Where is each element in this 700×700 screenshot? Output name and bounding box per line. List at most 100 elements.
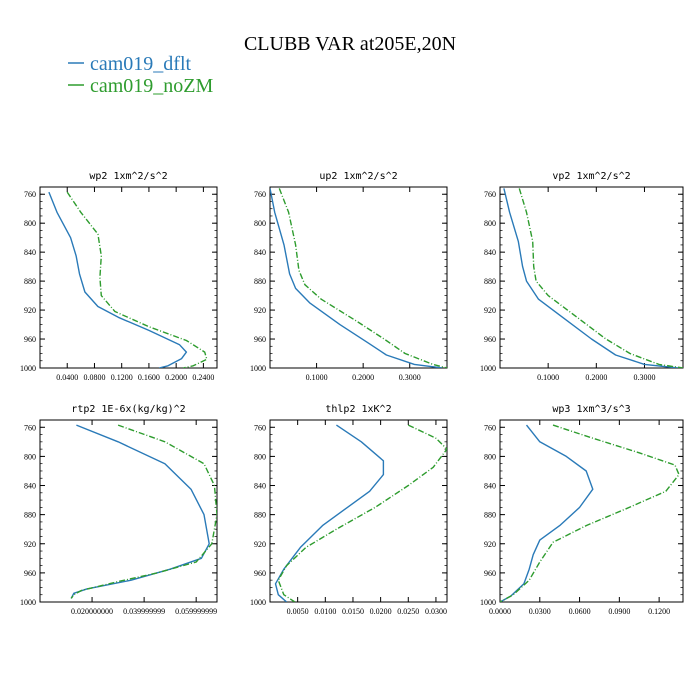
series-line-dflt [48,191,188,368]
y-tick-label: 920 [24,540,36,549]
y-tick-label: 960 [254,335,266,344]
x-tick-label: 0.1000 [537,373,559,382]
series-line-noZM [500,424,680,602]
y-tick-label: 960 [24,569,36,578]
y-tick-label: 800 [484,219,496,228]
plot-frame [39,186,218,369]
y-tick-label: 840 [484,248,496,257]
y-tick-label: 880 [24,511,36,520]
series-line-noZM [518,188,683,368]
series-line-dflt [270,188,443,368]
series-line-dflt [503,188,679,368]
y-tick-label: 760 [24,423,36,432]
figure-title: CLUBB VAR at205E,20N [244,33,456,55]
panel-title: up2 1xm^2/s^2 [319,171,397,182]
y-tick-label: 920 [254,306,266,315]
y-tick-label: 920 [254,540,266,549]
x-tick-label: 0.0400 [56,373,78,382]
legend-label-2: cam019_noZM [90,75,214,97]
x-tick-label: 0.059999999 [175,607,217,616]
series-line-noZM [70,424,217,599]
y-tick-label: 960 [484,569,496,578]
x-tick-label: 0.0050 [287,607,309,616]
x-tick-label: 0.2000 [352,373,374,382]
y-tick-label: 880 [254,511,266,520]
panel-title: thlp2 1xK^2 [325,404,391,415]
x-tick-label: 0.0150 [342,607,364,616]
x-tick-label: 0.2400 [192,373,214,382]
y-tick-label: 1000 [480,364,496,373]
chart-panel-3: vp2 1xm^2/s^2 760 800 840 880 920 960 1000 0.100… [480,171,684,382]
y-tick-label: 800 [254,219,266,228]
panel-title: vp2 1xm^2/s^2 [552,171,630,182]
y-tick-label: 1000 [250,364,266,373]
y-tick-label: 840 [254,248,266,257]
plot-frame [499,186,684,369]
x-tick-label: 0.3000 [399,373,421,382]
x-tick-label: 0.039999999 [123,607,165,616]
chart-panel-5: thlp2 1xK^2 760 800 840 880 920 960 1000 0.0050 0… [250,404,448,616]
y-tick-label: 800 [24,219,36,228]
panels: wp2 1xm^2/s^2 760 800 840 880 920 960 1000 0.040… [20,171,684,616]
x-tick-label: 0.0600 [569,607,591,616]
x-tick-label: 0.0200 [370,607,392,616]
y-tick-label: 760 [484,423,496,432]
series-line-dflt [274,424,385,602]
x-tick-label: 0.0100 [314,607,336,616]
y-tick-label: 960 [484,335,496,344]
x-tick-label: 0.3000 [633,373,655,382]
x-tick-label: 0.2000 [585,373,607,382]
y-tick-label: 1000 [480,598,496,607]
y-tick-label: 800 [24,452,36,461]
x-tick-label: 0.0000 [489,607,511,616]
plot-frame [269,186,448,369]
y-tick-label: 1000 [250,598,266,607]
series-line-dflt [500,424,594,602]
x-tick-label: 0.1200 [111,373,133,382]
series-line-dflt [70,424,210,599]
panel-title: rtp2 1E-6x(kg/kg)^2 [71,404,185,415]
y-tick-label: 760 [24,190,36,199]
chart-panel-2: up2 1xm^2/s^2 760 800 840 880 920 960 1000 0.100… [250,171,448,382]
x-tick-label: 0.020000000 [71,607,113,616]
chart-panel-6: wp3 1xm^3/s^3 760 800 840 880 920 960 10000.000… [480,404,684,616]
x-tick-label: 0.1600 [138,373,160,382]
legend-label-1: cam019_dflt [90,53,192,75]
y-tick-label: 840 [254,482,266,491]
chart-panel-4: rtp2 1E-6x(kg/kg)^2 760 800 840 880 920 960 100… [20,404,218,616]
y-tick-label: 880 [484,277,496,286]
x-tick-label: 0.1200 [648,607,670,616]
series-line-noZM [278,188,447,368]
x-tick-label: 0.2000 [165,373,187,382]
y-tick-label: 960 [254,569,266,578]
y-tick-label: 920 [24,306,36,315]
series-line-noZM [66,191,208,368]
x-tick-label: 0.0250 [397,607,419,616]
series-line-noZM [277,424,447,602]
panel-title: wp2 1xm^2/s^2 [89,171,167,182]
panel-title: wp3 1xm^3/s^3 [552,404,630,415]
y-tick-label: 840 [484,482,496,491]
x-tick-label: 0.0300 [529,607,551,616]
x-tick-label: 0.0900 [608,607,630,616]
y-tick-label: 760 [254,423,266,432]
y-tick-label: 960 [24,335,36,344]
y-tick-label: 760 [254,190,266,199]
plot-frame [269,419,448,603]
x-tick-label: 0.1000 [306,373,328,382]
y-tick-label: 840 [24,248,36,257]
x-tick-label: 0.0300 [425,607,447,616]
y-tick-label: 1000 [20,598,36,607]
y-tick-label: 760 [484,190,496,199]
y-tick-label: 920 [484,306,496,315]
y-tick-label: 800 [484,452,496,461]
y-tick-label: 800 [254,452,266,461]
y-tick-label: 880 [254,277,266,286]
plot-frame [499,419,684,603]
y-tick-label: 920 [484,540,496,549]
y-tick-label: 880 [484,511,496,520]
y-tick-label: 840 [24,482,36,491]
y-tick-label: 880 [24,277,36,286]
